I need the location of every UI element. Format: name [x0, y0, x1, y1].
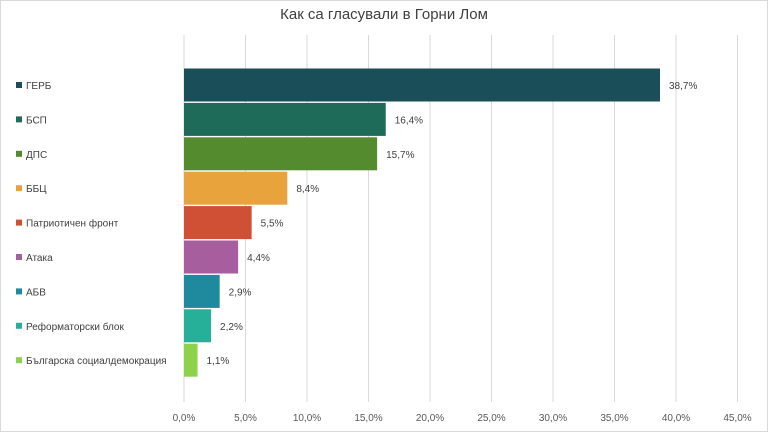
- bar-0: [184, 68, 661, 102]
- category-marker: [16, 150, 22, 157]
- category-marker: [16, 82, 22, 88]
- category-marker: [16, 219, 22, 226]
- bar-5: [184, 240, 239, 274]
- bar-6: [184, 274, 220, 308]
- bar-4: [184, 206, 252, 240]
- data-label: 8,4%: [296, 184, 319, 195]
- x-tick-label: 25,0%: [477, 413, 505, 424]
- x-tick-label: 30,0%: [539, 413, 567, 424]
- bar-8: [184, 343, 198, 377]
- data-label: 2,2%: [220, 322, 243, 333]
- category-label: БСП: [26, 115, 47, 126]
- category-label: Патриотичен фронт: [26, 218, 119, 230]
- x-tick-label: 35,0%: [600, 413, 628, 424]
- category-marker: [16, 322, 22, 329]
- x-tick-label: 10,0%: [293, 413, 321, 424]
- category-marker: [16, 116, 22, 123]
- x-tick-label: 20,0%: [416, 413, 444, 424]
- bar-3: [184, 171, 288, 205]
- category-label: ГЕРБ: [26, 81, 52, 92]
- category-marker: [16, 185, 22, 192]
- category-marker: [16, 288, 22, 295]
- x-tick-label: 5,0%: [234, 413, 257, 424]
- category-marker: [16, 254, 22, 260]
- data-label: 2,9%: [229, 287, 252, 298]
- x-tick-label: 45,0%: [723, 413, 751, 424]
- category-marker: [16, 357, 22, 364]
- data-label: 1,1%: [207, 356, 230, 367]
- category-label: АБВ: [26, 287, 46, 298]
- bar-2: [184, 137, 378, 171]
- category-label: ББЦ: [26, 184, 47, 195]
- bar-7: [184, 309, 212, 343]
- x-tick-label: 40,0%: [662, 413, 690, 424]
- data-label: 38,7%: [669, 81, 697, 92]
- category-label: Българска социалдемокрация: [26, 356, 167, 367]
- category-label: Атака: [26, 253, 53, 264]
- data-label: 15,7%: [386, 150, 414, 161]
- data-label: 16,4%: [395, 115, 423, 126]
- x-tick-label: 15,0%: [354, 413, 382, 424]
- category-label: ДПС: [26, 150, 47, 161]
- category-label: Реформаторски блок: [26, 321, 124, 333]
- data-label: 4,4%: [247, 253, 270, 264]
- bar-1: [184, 102, 386, 136]
- data-label: 5,5%: [261, 219, 284, 230]
- chart-title: Как са гласували в Горни Лом: [280, 6, 488, 23]
- x-tick-label: 0,0%: [173, 413, 196, 424]
